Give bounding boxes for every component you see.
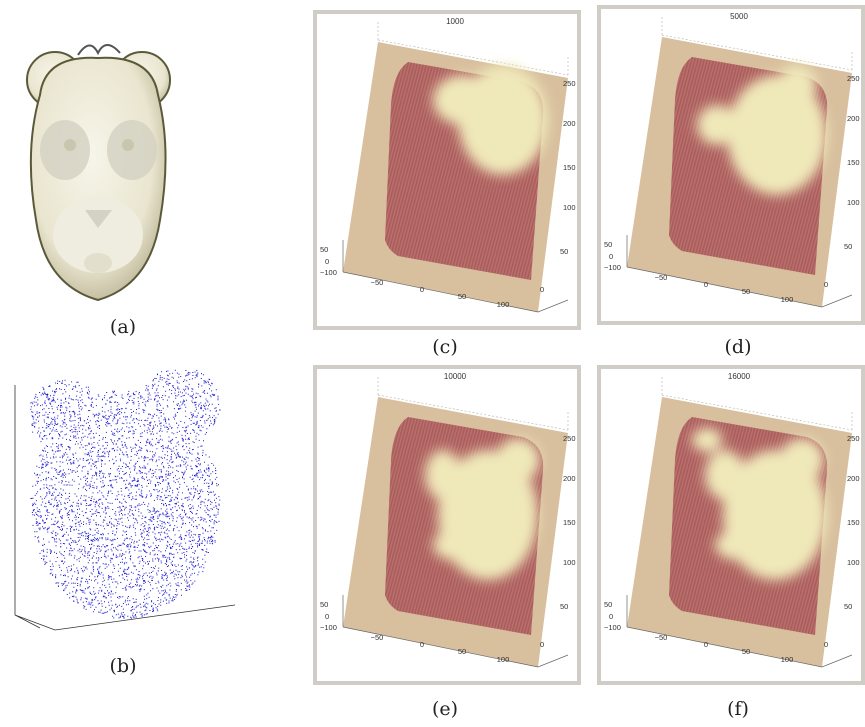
highlight <box>496 438 540 482</box>
tick-label: −50 <box>371 278 384 287</box>
tick-label: 50 <box>844 242 852 251</box>
tick-label: 0 <box>609 252 613 261</box>
caption: (e) <box>432 698 458 720</box>
panel-title: 1000 <box>446 17 464 26</box>
tick-label: 150 <box>847 158 860 167</box>
tick-label: 200 <box>563 474 576 483</box>
tick-label: −50 <box>655 273 668 282</box>
tick-label: 250 <box>563 79 576 88</box>
tick-label: −100 <box>604 623 621 632</box>
panel: 10000 50 0 −100 −50 0 50 100 0 250 200 150 100 50 <box>315 367 579 683</box>
tick-label: 50 <box>604 600 612 609</box>
tick-label: 50 <box>742 647 750 656</box>
caption: (b) <box>110 655 137 677</box>
highlight <box>715 530 759 560</box>
tick-label: −50 <box>371 633 384 642</box>
point-cloud <box>15 370 235 630</box>
tick-label: 50 <box>604 240 612 249</box>
tick-label: 200 <box>563 119 576 128</box>
highlight <box>705 450 745 500</box>
tick-label: 0 <box>540 285 544 294</box>
caption: (c) <box>432 336 457 358</box>
caption: (a) <box>110 316 136 338</box>
tick-label: 50 <box>844 602 852 611</box>
tick-label: 50 <box>560 247 568 256</box>
tick-label: 150 <box>563 163 576 172</box>
tick-label: 0 <box>704 280 708 289</box>
tick-label: 50 <box>458 647 466 656</box>
panel: 5000 50 0 −100 −50 0 50 100 0 250 200 150 100 50 <box>599 7 863 323</box>
figure: (a) (b) 1000500−100−50050100025020015010… <box>0 0 865 727</box>
tick-label: 200 <box>847 474 860 483</box>
highlight <box>433 75 493 125</box>
tick-label: 0 <box>609 612 613 621</box>
tick-label: 0 <box>325 612 329 621</box>
tick-label: 0 <box>325 257 329 266</box>
highlight <box>777 65 817 105</box>
tick-label: 0 <box>420 285 424 294</box>
tick-label: 50 <box>320 245 328 254</box>
tick-label: 100 <box>497 655 510 664</box>
panel-title: 16000 <box>728 372 751 381</box>
panel-title: 10000 <box>444 372 467 381</box>
tick-label: 0 <box>824 640 828 649</box>
tick-label: −50 <box>655 633 668 642</box>
tick-label: −100 <box>320 268 337 277</box>
panel: 16000 50 0 −100 −50 0 50 100 0 250 200 150 100 50 <box>599 367 863 683</box>
points <box>30 370 220 618</box>
tick-label: 150 <box>847 518 860 527</box>
tick-label: 50 <box>320 600 328 609</box>
tick-label: 100 <box>781 295 794 304</box>
tick-label: 50 <box>560 602 568 611</box>
bear-photo <box>27 45 170 300</box>
highlight <box>780 438 824 482</box>
tick-label: −100 <box>320 623 337 632</box>
tick-label: 250 <box>563 434 576 443</box>
caption: (f) <box>727 698 749 720</box>
tick-label: 0 <box>420 640 424 649</box>
tick-label: 100 <box>563 203 576 212</box>
panel-title: 5000 <box>730 12 748 21</box>
tick-label: 100 <box>781 655 794 664</box>
tick-label: 150 <box>563 518 576 527</box>
tick-label: 100 <box>497 300 510 309</box>
tick-label: 0 <box>704 640 708 649</box>
tick-label: 250 <box>847 74 860 83</box>
highlight <box>433 530 473 560</box>
tick-label: 0 <box>824 280 828 289</box>
highlight <box>692 428 722 452</box>
tick-label: 100 <box>847 558 860 567</box>
tick-label: 100 <box>847 198 860 207</box>
highlight <box>425 450 461 500</box>
tick-label: 50 <box>742 287 750 296</box>
tick-label: −100 <box>604 263 621 272</box>
tick-label: 0 <box>540 640 544 649</box>
tick-label: 50 <box>458 292 466 301</box>
tick-label: 100 <box>563 558 576 567</box>
tick-label: 250 <box>847 434 860 443</box>
caption: (d) <box>725 336 752 358</box>
tick-label: 200 <box>847 114 860 123</box>
highlight <box>697 105 737 145</box>
